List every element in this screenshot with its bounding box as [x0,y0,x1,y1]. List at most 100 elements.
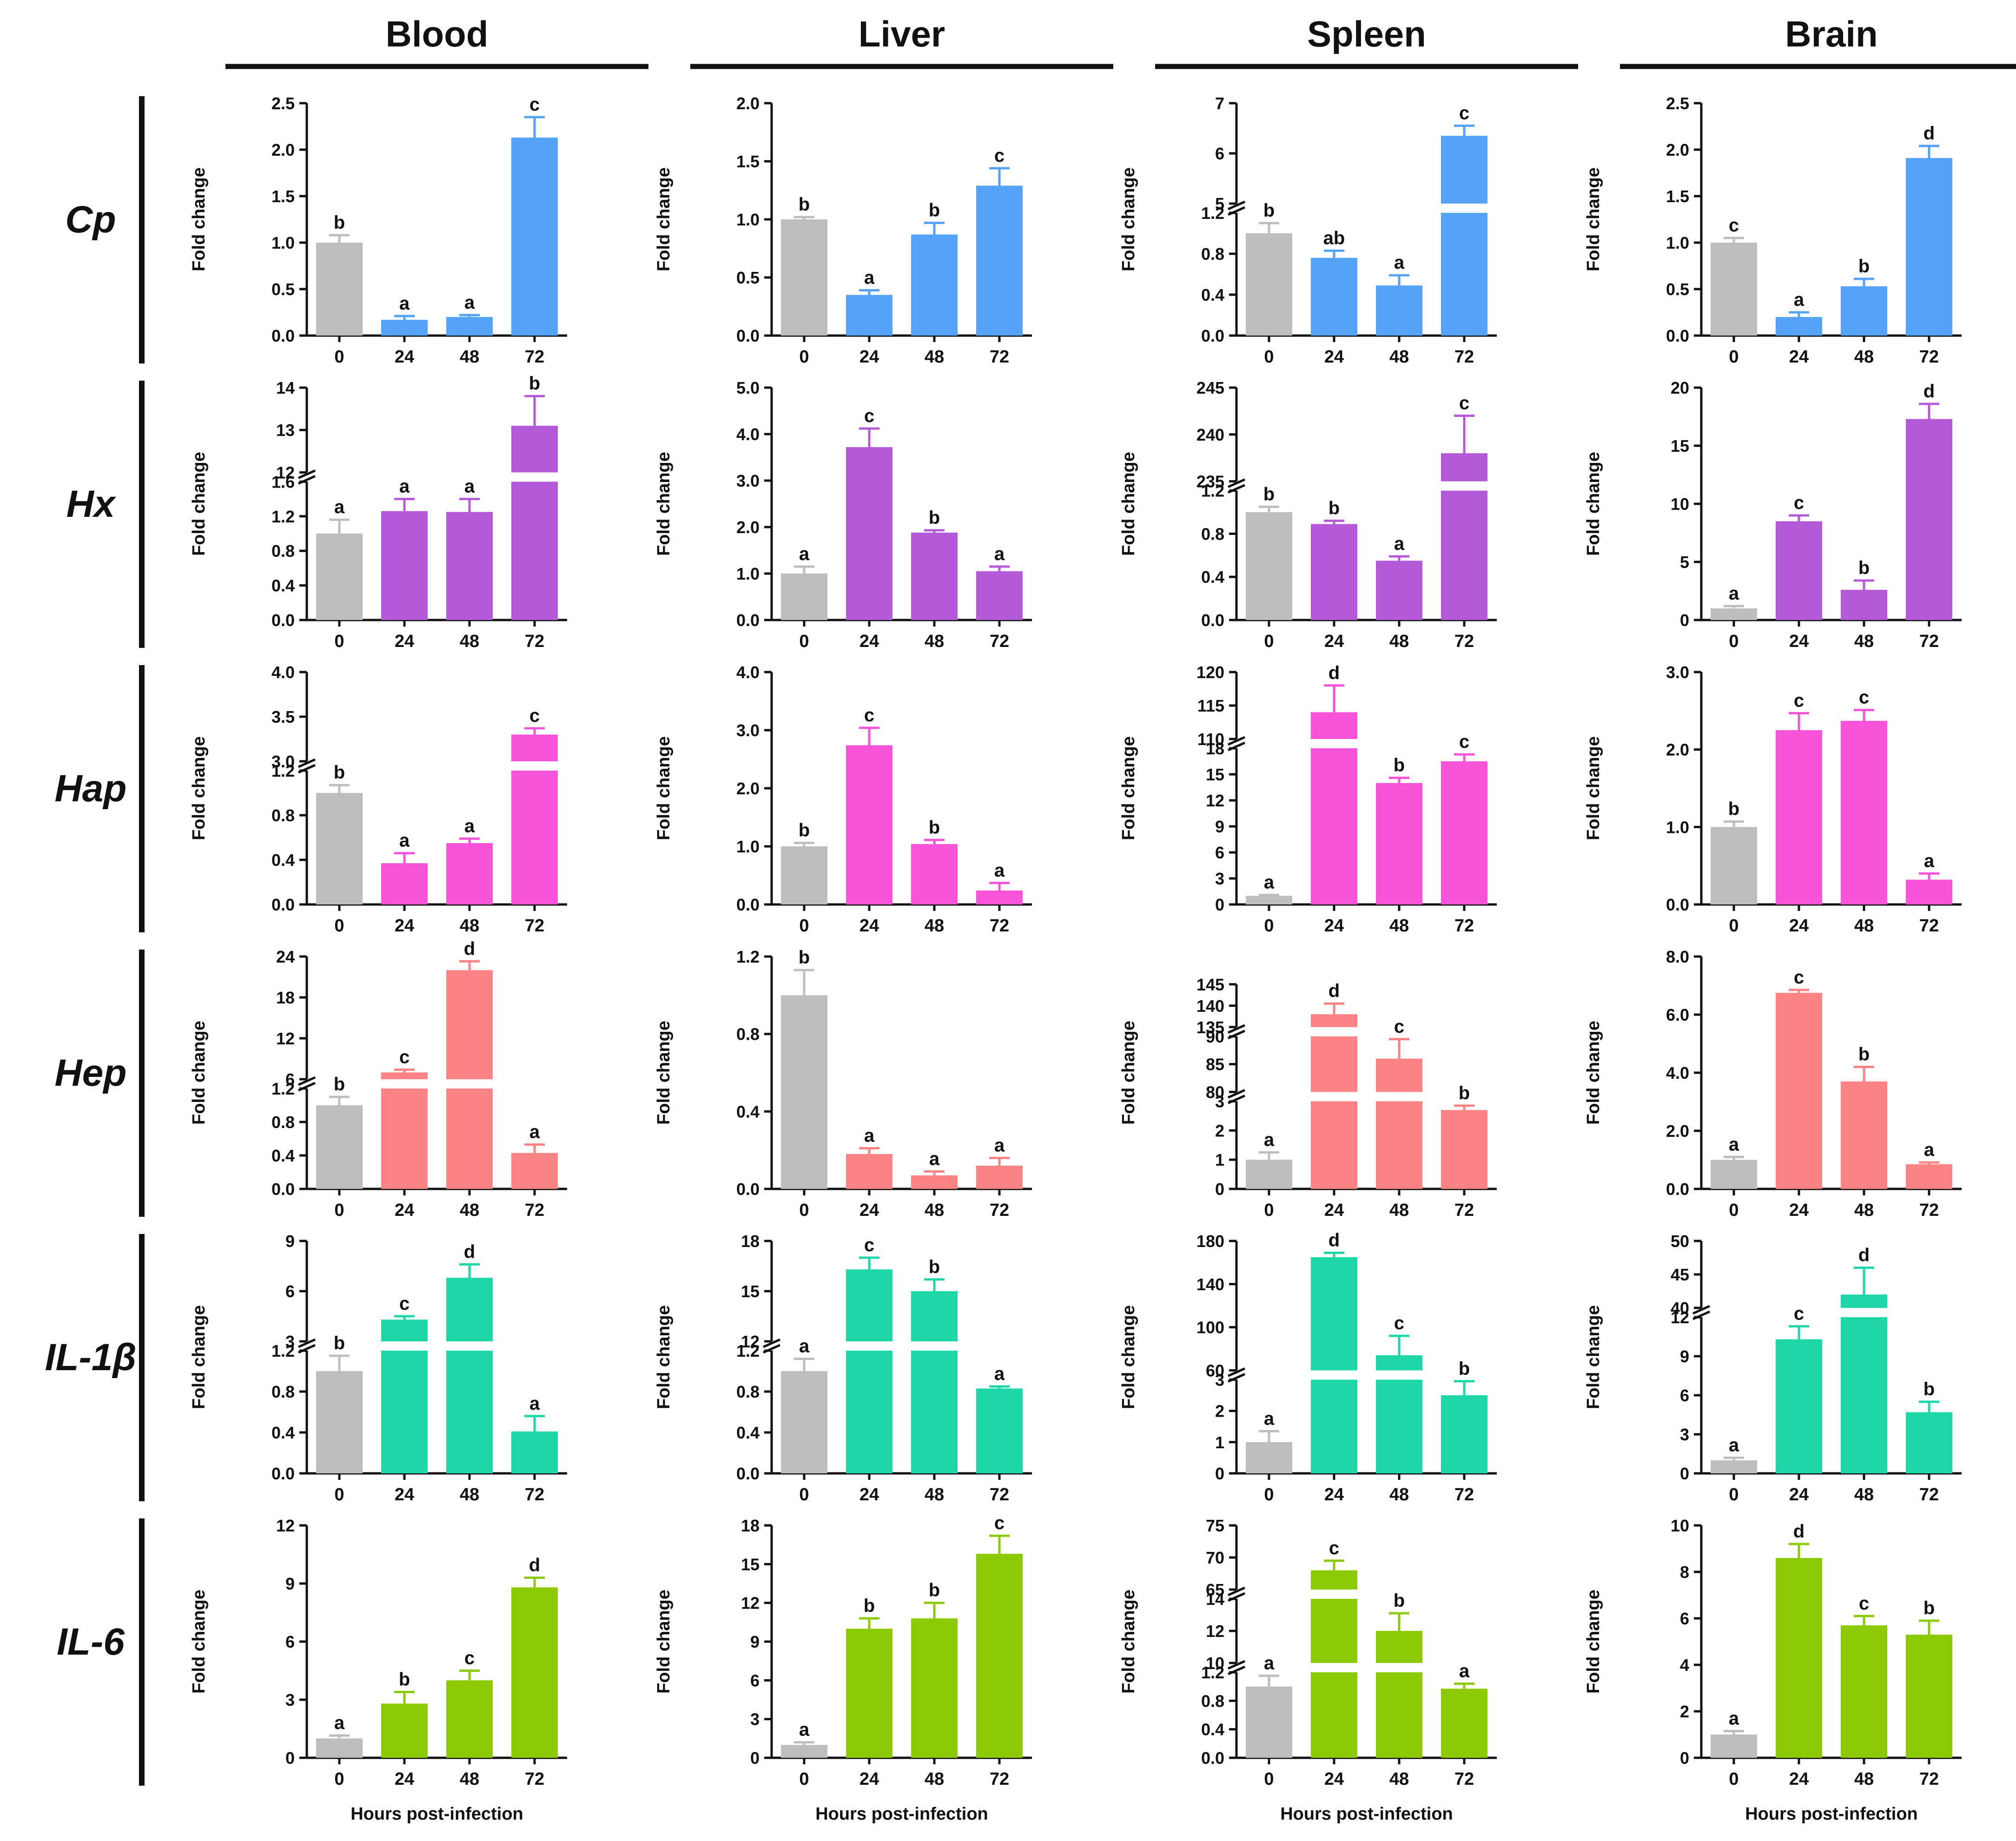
significance-letter: b [1394,755,1405,775]
x-tick-label: 0 [1729,916,1738,936]
row-label-hep: Hep [55,1052,127,1094]
row-label-hap: Hap [55,767,127,810]
significance-letter: b [334,212,345,233]
x-axis-title: Hours post-infection [815,1804,988,1824]
y-tick-label: 1 [1215,1433,1224,1452]
significance-letter: d [1923,123,1935,144]
y-tick-label: 2.0 [1666,740,1689,759]
significance-letter: a [799,1336,810,1357]
chart-13: 0.0 0.4 0.8 1.2 Fold change b 0 a 24 a 48 a 72 [654,947,1032,1220]
significance-letter: a [994,860,1005,881]
y-tick-label: 0 [1680,611,1689,630]
significance-letter: c [1459,732,1469,752]
x-tick-label: 48 [460,1485,479,1504]
axis-break-mark [1227,484,1246,494]
y-tick-label: 3.0 [1666,663,1689,682]
axis-break-mark [1227,478,1246,488]
y-tick-label: 1.0 [736,210,760,229]
significance-letter: a [1264,1129,1275,1150]
y-tick-label: 0 [1215,1464,1224,1483]
y-tick-label: 60 [1206,1361,1224,1380]
y-tick-label: 18 [741,1516,760,1535]
bar-72 [511,1153,558,1189]
bar-0 [316,243,363,336]
significance-letter: a [994,1364,1005,1384]
bar-break-gap [1375,1370,1423,1380]
y-tick-label: 235 [1196,472,1224,491]
bar-break-gap [380,1341,429,1351]
bar-0 [781,1745,827,1758]
significance-letter: a [1264,1653,1275,1674]
x-tick-label: 48 [1854,916,1874,936]
x-tick-label: 48 [460,916,479,936]
significance-letter: b [799,820,810,841]
bar-72 [1906,1412,1952,1473]
y-tick-label: 0.8 [1201,1691,1224,1710]
y-tick-label: 1.2 [1201,482,1224,501]
y-tick-label: 0.4 [736,1102,760,1121]
bar-break-gap [910,1341,958,1351]
bar-break-gap [1310,1027,1358,1036]
y-tick-label: 3 [1680,1425,1689,1444]
x-tick-label: 72 [990,1769,1009,1789]
bar-48 [1841,590,1887,620]
y-tick-label: 1.2 [736,1341,760,1360]
significance-letter: b [929,1257,940,1277]
x-tick-label: 0 [799,1769,809,1789]
bar-break-gap [1375,1092,1423,1102]
y-tick-label: 115 [1197,696,1224,715]
y-tick-label: 0.0 [736,1180,760,1199]
significance-letter: b [1329,498,1340,519]
bar-break-gap [1310,1663,1358,1672]
axis-break-mark [762,1344,781,1354]
bar-break-gap [380,1079,429,1089]
x-tick-label: 72 [525,347,544,367]
significance-letter: a [529,1122,540,1142]
y-axis-title: Fold change [1584,452,1603,556]
y-axis-title: Fold change [1119,1305,1138,1409]
y-tick-label: 9 [285,1574,295,1593]
x-tick-label: 0 [799,1201,809,1220]
significance-letter: a [929,1149,940,1169]
chart-1: 0.0 0.5 1.0 1.5 2.0 Fold change b 0 a 24 b 48 c 72 [654,94,1032,367]
y-axis-title: Fold change [654,1590,674,1694]
significance-letter: d [1858,1245,1870,1266]
x-tick-label: 24 [1324,1769,1344,1789]
bar-48 [1841,721,1887,904]
significance-letter: b [929,508,940,528]
x-tick-label: 24 [859,1485,879,1504]
significance-letter: d [464,1241,475,1262]
bar-48 [1376,783,1422,904]
y-tick-label: 1.6 [271,472,295,491]
x-tick-label: 0 [1729,1485,1738,1504]
bar-0 [316,534,363,620]
significance-letter: d [529,1555,540,1576]
row-label-il6: IL-6 [57,1621,125,1663]
y-tick-label: 140 [1196,1275,1224,1294]
significance-letter: a [864,268,875,288]
bar-24 [1311,524,1357,620]
y-axis-title: Fold change [189,1590,209,1694]
bar-48 [911,844,958,904]
x-tick-label: 24 [1789,916,1809,936]
bar-break-gap [1440,204,1488,213]
bar-0 [781,1371,827,1473]
y-tick-label: 2.5 [1666,94,1689,113]
bar-0 [316,1371,363,1473]
axis-break-mark [1227,1373,1246,1383]
significance-letter: b [799,947,810,968]
axis-break-mark [1227,206,1246,216]
bar-72 [511,1587,558,1758]
y-tick-label: 6 [285,1070,295,1089]
bar-break-gap [1375,1663,1423,1672]
x-tick-label: 24 [1324,1485,1344,1504]
bar-48 [446,843,493,904]
x-tick-label: 48 [1389,632,1409,651]
x-tick-label: 0 [334,1769,344,1789]
axis-break-mark [297,764,316,774]
y-tick-label: 245 [1196,378,1224,397]
significance-letter: d [1923,381,1935,402]
bar-48 [1376,1631,1422,1758]
y-tick-label: 4 [1680,1656,1689,1675]
